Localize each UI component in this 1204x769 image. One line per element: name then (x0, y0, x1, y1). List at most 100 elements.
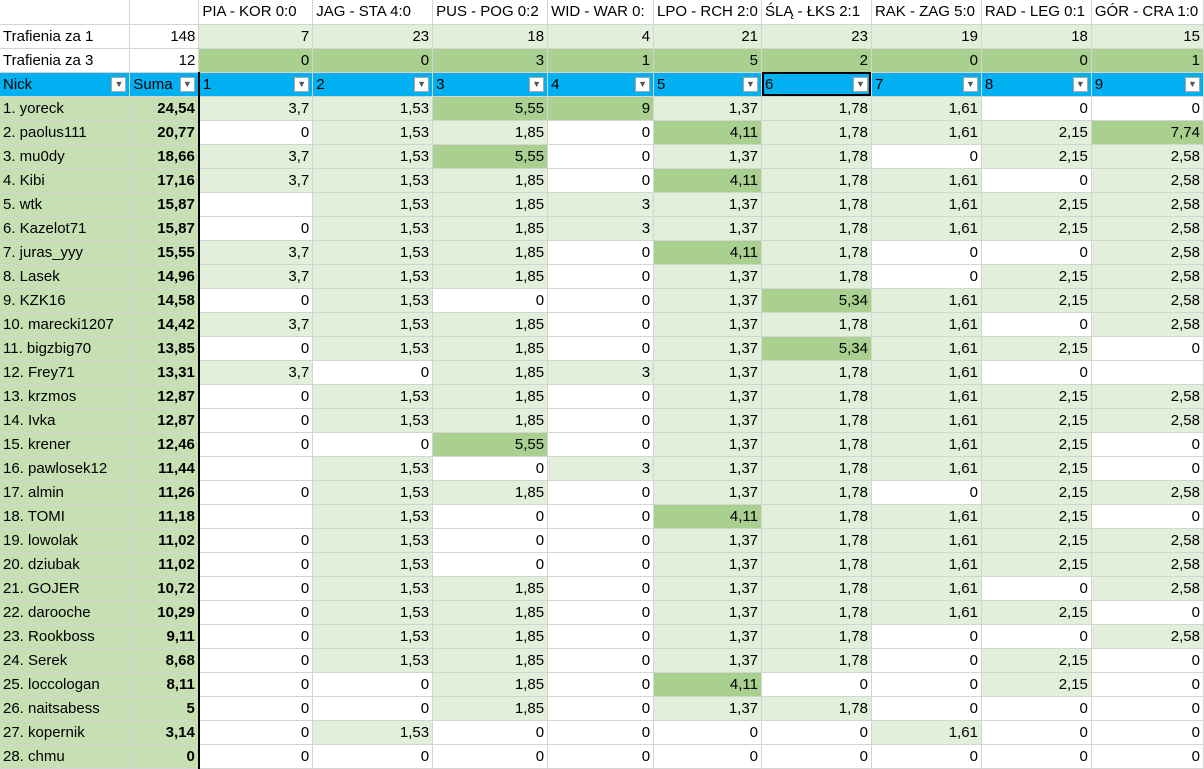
filter-dropdown-icon[interactable]: ▼ (962, 76, 978, 92)
score-cell[interactable]: 2,58 (1091, 216, 1204, 241)
score-cell[interactable]: 5,55 (432, 432, 549, 457)
nick-cell[interactable]: 16. pawlosek12 (0, 456, 131, 481)
score-cell[interactable]: 1,53 (312, 528, 434, 553)
sum-cell[interactable]: 15,87 (129, 192, 200, 217)
score-cell[interactable]: 7,74 (1091, 120, 1204, 145)
score-cell[interactable]: 1,78 (761, 456, 872, 481)
hits3-value-cell[interactable]: 2 (761, 48, 872, 73)
score-cell[interactable]: 2,58 (1091, 288, 1204, 313)
empty-cell[interactable] (129, 0, 200, 25)
score-cell[interactable]: 0 (547, 624, 655, 649)
score-cell[interactable]: 1,37 (653, 648, 763, 673)
nick-cell[interactable]: 22. darooche (0, 600, 131, 625)
score-cell[interactable]: 1,85 (432, 672, 549, 697)
score-cell[interactable]: 1,85 (432, 648, 549, 673)
score-cell[interactable]: 1,37 (653, 696, 763, 721)
score-cell[interactable]: 1,61 (871, 336, 982, 361)
score-cell[interactable]: 1,53 (312, 576, 434, 601)
score-cell[interactable]: 1,53 (312, 120, 434, 145)
score-cell[interactable]: 3,7 (198, 264, 314, 289)
score-cell[interactable]: 0 (198, 576, 314, 601)
score-cell[interactable]: 2,58 (1091, 408, 1204, 433)
hits1-value-cell[interactable]: 19 (871, 24, 982, 49)
score-cell[interactable]: 0 (547, 744, 655, 769)
score-cell[interactable]: 1,61 (871, 600, 982, 625)
score-cell[interactable]: 2,15 (981, 336, 1092, 361)
filter-dropdown-icon[interactable]: ▼ (414, 76, 430, 92)
score-cell[interactable]: 1,85 (432, 624, 549, 649)
score-cell[interactable]: 1,85 (432, 240, 549, 265)
score-cell[interactable]: 2,15 (981, 144, 1092, 169)
score-cell[interactable]: 0 (981, 96, 1092, 121)
score-cell[interactable]: 0 (547, 600, 655, 625)
score-cell[interactable]: 1,61 (871, 288, 982, 313)
score-cell[interactable]: 0 (432, 744, 549, 769)
sum-cell[interactable]: 11,02 (129, 552, 200, 577)
hits1-value-cell[interactable]: 21 (653, 24, 763, 49)
match-name-cell[interactable]: LPO - RCH 2:0 (653, 0, 763, 25)
score-cell[interactable]: 0 (547, 720, 655, 745)
score-cell[interactable]: 1,37 (653, 312, 763, 337)
score-cell[interactable]: 0 (198, 648, 314, 673)
score-cell[interactable]: 0 (981, 624, 1092, 649)
score-cell[interactable]: 1,85 (432, 696, 549, 721)
score-cell[interactable]: 3 (547, 216, 655, 241)
score-cell[interactable]: 0 (432, 288, 549, 313)
score-cell[interactable]: 0 (761, 720, 872, 745)
score-cell[interactable]: 0 (871, 264, 982, 289)
score-cell[interactable]: 2,58 (1091, 384, 1204, 409)
score-cell[interactable]: 2,15 (981, 672, 1092, 697)
score-cell[interactable] (1091, 360, 1204, 385)
score-cell[interactable]: 2,58 (1091, 624, 1204, 649)
score-cell[interactable]: 1,78 (761, 552, 872, 577)
score-cell[interactable]: 1,78 (761, 432, 872, 457)
score-cell[interactable]: 0 (547, 552, 655, 577)
match-name-cell[interactable]: RAK - ZAG 5:0 (871, 0, 982, 25)
score-cell[interactable]: 1,78 (761, 96, 872, 121)
score-cell[interactable]: 1,53 (312, 240, 434, 265)
nick-cell[interactable]: 11. bigzbig70 (0, 336, 131, 361)
score-cell[interactable]: 1,53 (312, 288, 434, 313)
score-cell[interactable]: 0 (547, 288, 655, 313)
score-cell[interactable]: 1,53 (312, 600, 434, 625)
score-cell[interactable]: 1,85 (432, 600, 549, 625)
filter-dropdown-icon[interactable]: ▼ (1185, 76, 1200, 92)
empty-cell[interactable] (0, 0, 131, 25)
score-cell[interactable]: 1,85 (432, 216, 549, 241)
score-cell[interactable]: 4,11 (653, 120, 763, 145)
score-cell[interactable]: 0 (981, 576, 1092, 601)
filter-dropdown-icon[interactable]: ▼ (743, 76, 759, 92)
nick-cell[interactable]: 7. juras_yyy (0, 240, 131, 265)
filter-dropdown-icon[interactable]: ▼ (179, 76, 195, 92)
score-cell[interactable]: 1,78 (761, 624, 872, 649)
score-cell[interactable]: 0 (1091, 432, 1204, 457)
hits3-value-cell[interactable]: 0 (981, 48, 1092, 73)
score-cell[interactable]: 1,78 (761, 144, 872, 169)
nick-cell[interactable]: 17. almin (0, 480, 131, 505)
score-cell[interactable]: 0 (198, 744, 314, 769)
score-cell[interactable]: 0 (871, 672, 982, 697)
score-cell[interactable]: 2,15 (981, 192, 1092, 217)
sum-cell[interactable]: 8,68 (129, 648, 200, 673)
nick-cell[interactable]: 14. Ivka (0, 408, 131, 433)
nick-cell[interactable]: 23. Rookboss (0, 624, 131, 649)
score-cell[interactable]: 1,53 (312, 408, 434, 433)
score-cell[interactable]: 0 (871, 480, 982, 505)
nick-cell[interactable]: 10. marecki1207 (0, 312, 131, 337)
score-cell[interactable]: 3,7 (198, 144, 314, 169)
header-col-cell[interactable]: 4 ▼ (547, 72, 655, 97)
score-cell[interactable]: 0 (547, 648, 655, 673)
score-cell[interactable]: 1,53 (312, 312, 434, 337)
header-col-cell[interactable]: 1 ▼ (198, 72, 314, 97)
score-cell[interactable]: 0 (547, 480, 655, 505)
score-cell[interactable]: 1,78 (761, 360, 872, 385)
score-cell[interactable]: 1,78 (761, 576, 872, 601)
nick-cell[interactable]: 24. Serek (0, 648, 131, 673)
score-cell[interactable]: 1,78 (761, 600, 872, 625)
hits3-value-cell[interactable]: 1 (547, 48, 655, 73)
score-cell[interactable]: 1,85 (432, 336, 549, 361)
score-cell[interactable]: 0 (198, 216, 314, 241)
header-col-cell[interactable]: 2 ▼ (312, 72, 434, 97)
score-cell[interactable]: 0 (198, 552, 314, 577)
score-cell[interactable]: 1,85 (432, 360, 549, 385)
